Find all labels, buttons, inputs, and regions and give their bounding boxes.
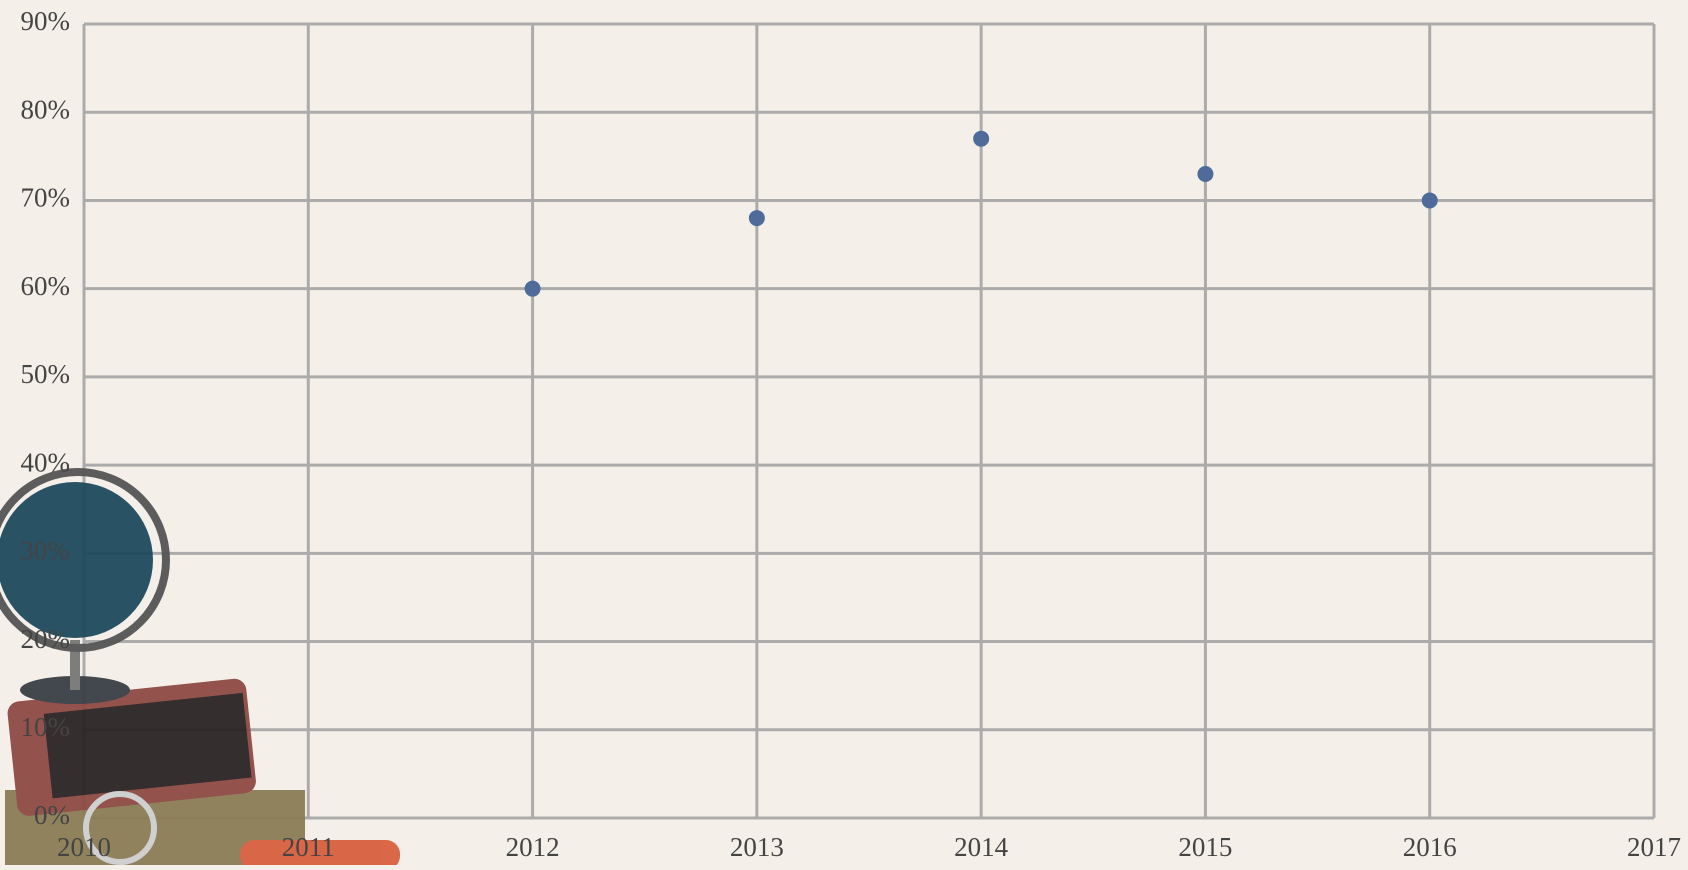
- y-tick-label: 30%: [21, 536, 71, 566]
- x-tick-label: 2012: [506, 832, 560, 862]
- y-tick-label: 20%: [21, 624, 71, 654]
- y-tick-label: 10%: [21, 712, 71, 742]
- y-tick-label: 70%: [21, 183, 71, 213]
- chart: 0% 10% 20% 30% 40% 50% 60% 70% 80% 90% 2010 2011 201…: [0, 0, 1688, 865]
- page: 0% 10% 20% 30% 40% 50% 60% 70% 80% 90% 2010 2011 201…: [0, 0, 1688, 865]
- x-tick-label: 2010: [57, 832, 111, 862]
- y-tick-label: 90%: [21, 6, 71, 36]
- data-point: [973, 131, 989, 147]
- background: [0, 0, 1688, 865]
- x-tick-label: 2015: [1178, 832, 1232, 862]
- x-tick-label: 2016: [1403, 832, 1457, 862]
- y-tick-label: 0%: [34, 800, 70, 830]
- data-point: [749, 210, 765, 226]
- data-point: [1422, 192, 1438, 208]
- y-tick-label: 40%: [21, 447, 71, 477]
- y-tick-label: 80%: [21, 94, 71, 124]
- data-point: [525, 281, 541, 297]
- x-tick-label: 2014: [954, 832, 1009, 862]
- x-tick-label: 2017: [1627, 832, 1681, 862]
- x-tick-label: 2013: [730, 832, 784, 862]
- y-tick-label: 60%: [21, 271, 71, 301]
- y-tick-label: 50%: [21, 359, 71, 389]
- data-point: [1197, 166, 1213, 182]
- x-tick-label: 2011: [282, 832, 335, 862]
